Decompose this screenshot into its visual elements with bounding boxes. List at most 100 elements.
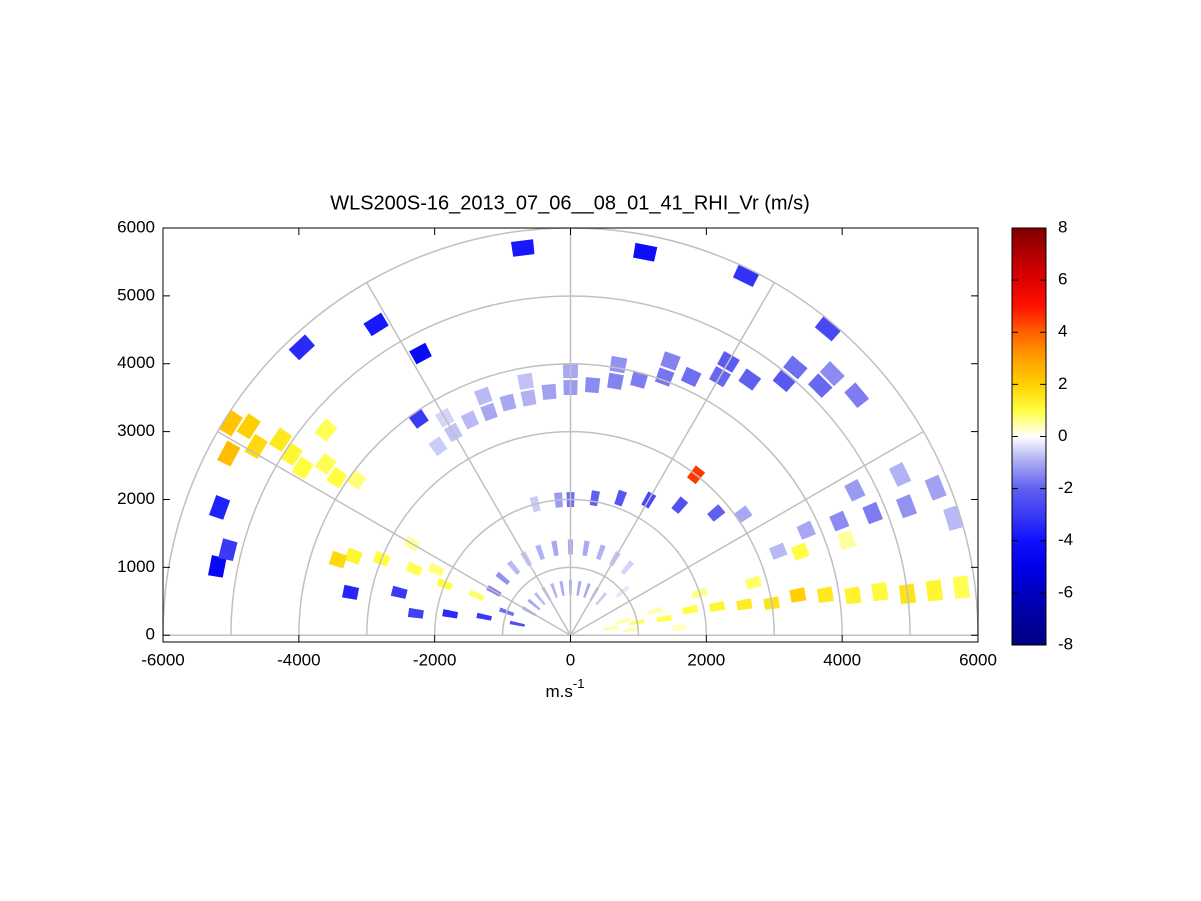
y-tick-label: 1000 [117,557,155,576]
radar-cell [603,625,619,631]
radar-cell [326,466,348,489]
radar-cell [582,540,590,557]
radar-cell [476,612,492,621]
colorbar-tick-label: 4 [1058,322,1067,341]
y-tick-label: 3000 [117,421,155,440]
radar-cell [405,561,423,577]
radar-cell [551,540,559,557]
x-tick-label: 4000 [823,650,861,669]
radar-cell [218,538,238,562]
radar-cell [808,373,833,398]
radar-cell [559,580,565,596]
radar-cell [468,589,485,601]
radar-cell [314,452,337,475]
radar-cell [517,372,534,390]
radar-cell [291,456,314,480]
radar-cell [871,581,889,602]
radar-cell [236,413,261,440]
radar-cell [208,495,231,520]
y-tick-label: 0 [146,625,155,644]
y-tick-label: 4000 [117,353,155,372]
radar-cell [796,520,817,540]
radar-cell [510,239,535,257]
radar-cell [647,606,664,616]
radar-cell [499,393,517,412]
colorbar-tick-label: 0 [1058,426,1067,445]
radar-cell [495,571,511,586]
radar-cell [682,604,699,615]
radar-cell [844,382,870,408]
radar-cell [576,580,582,596]
radar-cell [218,409,243,437]
radar-cell [208,555,227,578]
colorbar-tick-label: -2 [1058,478,1073,497]
radar-cell [409,342,432,365]
radar-cell [844,586,862,605]
radar-cell [819,361,845,387]
radar-cell [407,607,424,619]
radar-cell [772,368,797,393]
radar-cell [473,386,493,406]
grid-spoke [569,282,775,636]
radar-cell [328,550,348,569]
radar-cell [550,583,558,598]
radar-cell [607,372,624,390]
radar-cell [217,440,241,467]
radar-cell [460,410,480,430]
radar-cell [527,598,541,611]
x-tick-label: -2000 [413,650,456,669]
radar-cell [268,427,293,452]
x-tick-label: 2000 [687,650,725,669]
cells [208,239,971,633]
radar-cell [533,592,546,606]
radar-cell [895,494,918,519]
radar-cell [829,510,850,532]
chart-title: WLS200S-16_2013_07_06__08_01_41_RHI_Vr (… [330,192,810,214]
colorbar-tick-label: -6 [1058,582,1073,601]
radar-cell [584,377,601,394]
radar-cell [480,402,498,422]
x-axis-label-base: m.s [546,682,573,701]
colorbar-tick-label: 2 [1058,374,1067,393]
radar-cell [595,592,608,606]
radar-cell [654,367,675,387]
radar-cell [924,474,947,501]
radar-cell [541,383,557,400]
radar-cell [509,620,525,627]
radar-cell [288,334,315,361]
radar-cell [630,370,649,389]
radar-cell [614,489,628,507]
x-tick-label: 6000 [959,650,997,669]
radar-cell [583,583,591,598]
radar-cell [709,601,726,613]
x-tick-label: -6000 [141,650,184,669]
colorbar-tick-label: 8 [1058,217,1067,236]
x-axis-label: m.s-1 [546,676,585,701]
radar-cell [671,496,689,514]
colorbar-tick-label: -4 [1058,530,1073,549]
radar-cell [623,627,639,633]
radar-cell [506,560,521,575]
radar-cell [814,315,842,342]
radar-cell [836,529,857,551]
radar-cell [427,562,445,577]
x-tick-label: -4000 [277,650,320,669]
x-tick-label: 0 [566,650,575,669]
grid-spoke [570,430,924,636]
radar-cell [660,351,681,371]
radar-cell [428,436,448,456]
radar-cell [363,312,389,337]
radar-cell [671,623,687,631]
radar-cell [615,617,631,625]
radar-cell [736,598,753,611]
radar-cell [535,544,545,561]
radar-cell [790,542,810,561]
radar-cell [732,263,760,287]
radar-cell [925,579,944,602]
y-tick-label: 5000 [117,285,155,304]
radar-cell [442,609,459,619]
radar-cell [783,355,808,380]
